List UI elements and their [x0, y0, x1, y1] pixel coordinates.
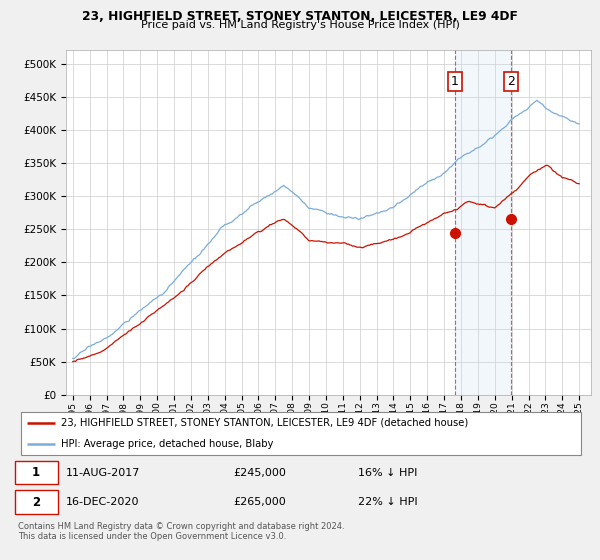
Bar	[455, 50, 511, 395]
Text: 23, HIGHFIELD STREET, STONEY STANTON, LEICESTER, LE9 4DF: 23, HIGHFIELD STREET, STONEY STANTON, LE…	[82, 10, 518, 22]
Text: 11-AUG-2017: 11-AUG-2017	[66, 468, 140, 478]
Text: 22% ↓ HPI: 22% ↓ HPI	[358, 497, 418, 507]
FancyBboxPatch shape	[15, 461, 58, 484]
FancyBboxPatch shape	[15, 491, 58, 514]
Text: 16% ↓ HPI: 16% ↓ HPI	[358, 468, 418, 478]
Text: 2: 2	[507, 75, 515, 88]
Text: Price paid vs. HM Land Registry's House Price Index (HPI): Price paid vs. HM Land Registry's House …	[140, 20, 460, 30]
Text: 1: 1	[451, 75, 458, 88]
Text: £265,000: £265,000	[233, 497, 286, 507]
FancyBboxPatch shape	[21, 412, 581, 455]
Text: 1: 1	[32, 466, 40, 479]
Text: HPI: Average price, detached house, Blaby: HPI: Average price, detached house, Blab…	[61, 439, 273, 449]
Text: 16-DEC-2020: 16-DEC-2020	[66, 497, 140, 507]
Text: 23, HIGHFIELD STREET, STONEY STANTON, LEICESTER, LE9 4DF (detached house): 23, HIGHFIELD STREET, STONEY STANTON, LE…	[61, 418, 468, 428]
Text: £245,000: £245,000	[233, 468, 286, 478]
Text: Contains HM Land Registry data © Crown copyright and database right 2024.
This d: Contains HM Land Registry data © Crown c…	[18, 522, 344, 542]
Text: 2: 2	[32, 496, 40, 508]
